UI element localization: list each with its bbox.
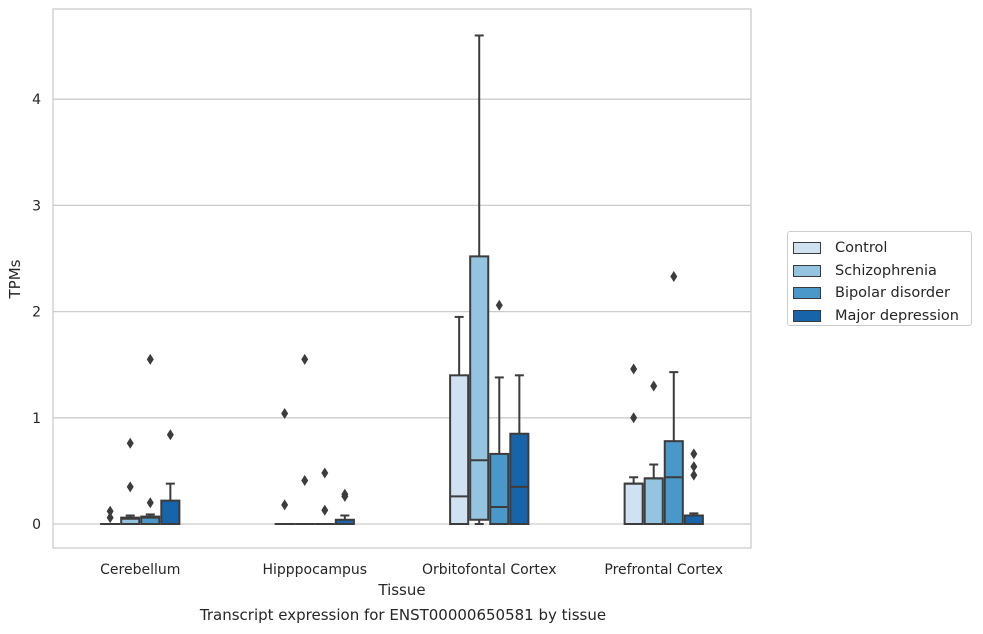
y-axis-label: TPMs [6, 259, 24, 299]
axis-ticks: 0 1 2 3 4 Cerebellum Hipppocampus Orbitofontal … [32, 92, 723, 578]
plot-frame [52, 8, 752, 549]
y-tick-label: 2 [32, 305, 41, 321]
y-tick-label: 0 [32, 517, 41, 533]
x-tick-label: Hipppocampus [262, 562, 367, 578]
outlier-point [630, 363, 638, 375]
legend-item: Bipolar disorder [788, 282, 971, 305]
box-0-3 [160, 429, 181, 525]
box-2-0 [449, 315, 470, 525]
legend-item: Schizophrenia [788, 260, 971, 283]
box-1-2 [314, 467, 335, 526]
outlier-point [126, 437, 134, 449]
y-tick-label: 1 [32, 411, 41, 427]
box-1-3 [334, 488, 355, 526]
box-body [643, 477, 664, 526]
box-2-3 [509, 374, 530, 526]
legend-label: Major depression [835, 307, 959, 324]
box-3-1 [643, 380, 664, 526]
box-0-1 [120, 437, 141, 525]
legend-label: Schizophrenia [835, 262, 937, 279]
legend-label: Bipolar disorder [835, 285, 950, 302]
outlier-point [146, 353, 154, 365]
outlier-point [650, 380, 658, 392]
box-2-2 [489, 299, 510, 525]
box-body [160, 499, 181, 525]
outlier-point [630, 412, 638, 424]
outlier-point [341, 488, 349, 500]
legend-swatch [793, 287, 821, 300]
x-axis-label: Tissue [377, 581, 425, 599]
box-3-0 [623, 363, 644, 526]
x-tick-label: Cerebellum [100, 562, 180, 578]
box-3-3 [683, 448, 704, 526]
y-tick-label: 3 [32, 198, 41, 214]
outlier-point [690, 461, 698, 473]
legend-swatch [793, 264, 821, 277]
box-body [683, 514, 704, 526]
outlier-point [106, 512, 114, 524]
x-tick-label: Orbitofontal Cortex [422, 562, 557, 578]
chart-caption: Transcript expression for ENST0000065058… [199, 606, 607, 624]
box-body [140, 515, 161, 525]
box-body [469, 255, 490, 521]
box-1-0 [274, 408, 295, 526]
legend-label: Control [835, 240, 888, 257]
box-body [623, 482, 644, 526]
outlier-point [166, 429, 174, 441]
legend-swatch [793, 242, 821, 255]
outlier-point [281, 408, 289, 420]
box-body [509, 432, 530, 526]
box-1-1 [294, 353, 315, 526]
outlier-point [321, 504, 329, 516]
outlier-point [281, 499, 289, 511]
outlier-point [670, 271, 678, 283]
boxes [100, 34, 704, 526]
outlier-point [106, 505, 114, 517]
gridlines [53, 98, 751, 525]
box-2-1 [469, 34, 490, 525]
legend-swatch [793, 309, 821, 322]
box-3-2 [663, 271, 684, 525]
y-tick-label: 4 [32, 92, 41, 108]
outlier-point [321, 467, 329, 479]
outlier-point [146, 497, 154, 509]
box-body [120, 516, 141, 525]
x-tick-label: Prefrontal Cortex [604, 562, 723, 578]
box-body [663, 440, 684, 525]
outlier-point [126, 481, 134, 493]
box-body [489, 452, 510, 525]
outlier-point [301, 353, 309, 365]
outlier-point [495, 299, 503, 311]
outlier-point [301, 474, 309, 486]
legend-item: Control [788, 237, 971, 260]
outlier-point [690, 469, 698, 481]
box-0-2 [140, 353, 161, 525]
box-body [449, 374, 470, 525]
outlier-point [690, 448, 698, 460]
box-0-0 [100, 505, 121, 526]
legend-item: Major depression [788, 305, 971, 328]
legend: Control Schizophrenia Bipolar disorder Majo… [787, 231, 972, 326]
